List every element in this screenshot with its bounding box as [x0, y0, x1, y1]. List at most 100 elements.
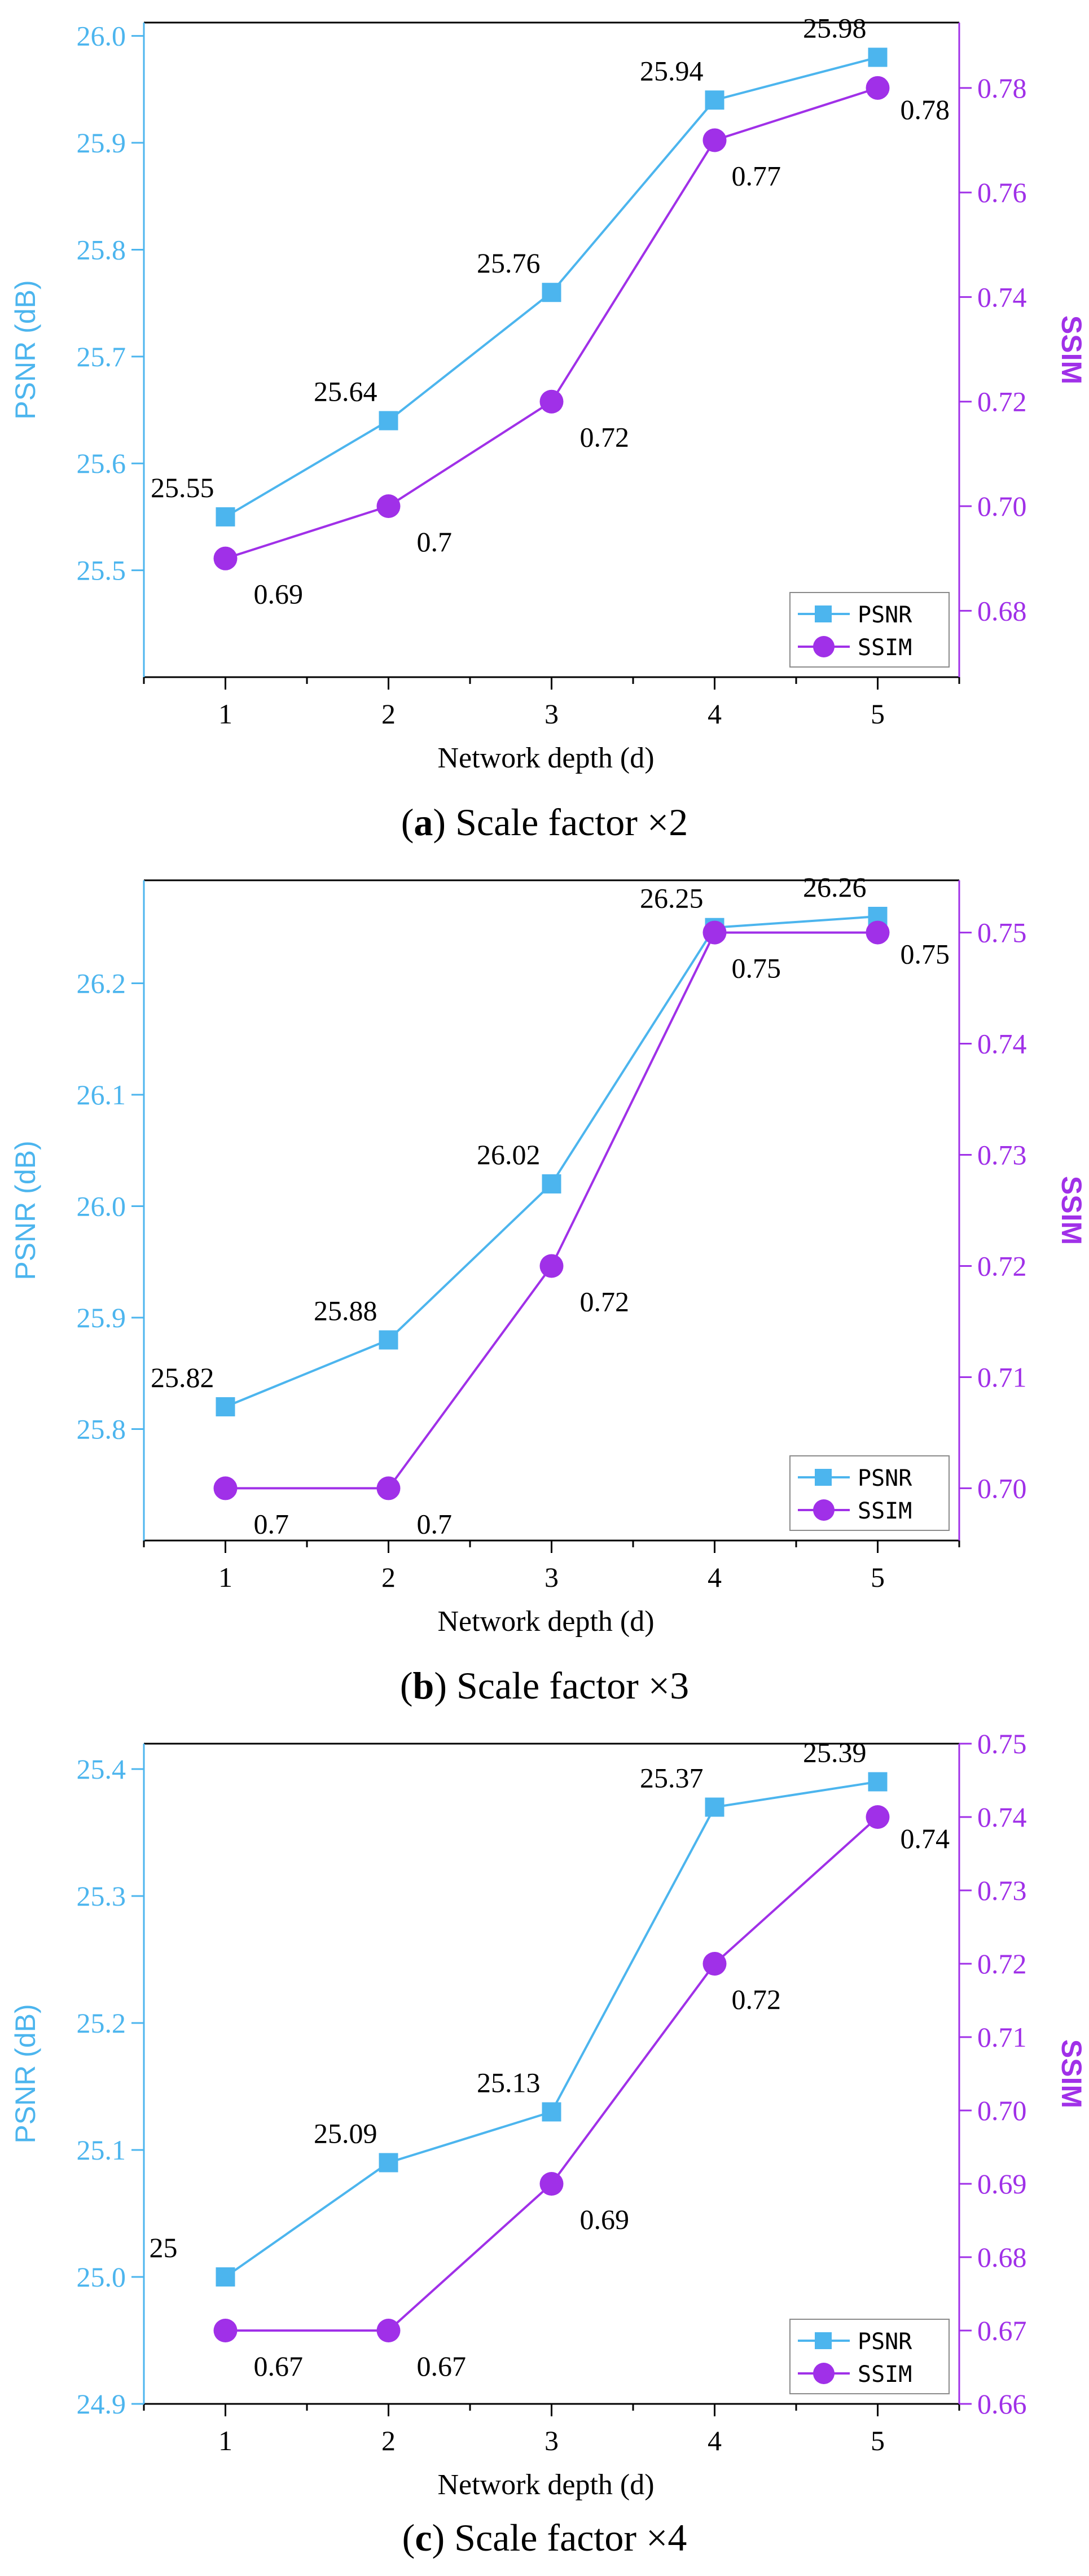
panel-1-x-tick-label: 1	[218, 698, 232, 730]
panel-3-psnr-point	[705, 1797, 724, 1817]
panel-1-psnr-point	[705, 90, 724, 110]
panel-2-y2-tick-label: 0.74	[977, 1028, 1027, 1060]
panel-1-y2-tick-label: 0.72	[977, 386, 1027, 418]
panel-2-legend-label: SSIM	[858, 1498, 912, 1524]
panel-3-x-tick-label: 4	[708, 2425, 722, 2456]
panel-2-ssim-data-label: 0.75	[732, 953, 781, 984]
panel-3-y-tick-label: 25.4	[77, 1753, 126, 1785]
panel-2-y-tick-label: 26.1	[77, 1079, 126, 1111]
panel-3-ssim-point	[376, 2319, 401, 2342]
panel-2-ssim-data-label: 0.7	[417, 1508, 453, 1539]
caption-c: (c) Scale factor ×4	[402, 2516, 687, 2559]
panel-1-y-tick-label: 25.9	[77, 127, 126, 159]
panel-2-x-tick-label: 4	[708, 1561, 722, 1593]
panel-3-y2-tick-label: 0.75	[977, 1728, 1027, 1759]
panel-1-psnr-data-label: 25.76	[477, 247, 541, 279]
panel-3-x-tick-label: 1	[218, 2425, 232, 2456]
panel-3-ssim-point	[702, 1952, 727, 1976]
panel-2-psnr-data-label: 25.82	[151, 1362, 214, 1393]
panel-2-y2-tick-label: 0.73	[977, 1139, 1027, 1171]
caption-a: (a) Scale factor ×2	[401, 801, 688, 844]
panel-2-ssim-point	[539, 1254, 564, 1278]
panel-2-x-axis-label: Network depth (d)	[437, 1605, 654, 1638]
panel-1-ssim-point	[702, 128, 727, 152]
panel-2-ssim-point	[702, 920, 727, 945]
panel-3-y-tick-label: 25.2	[77, 2007, 126, 2039]
panel-2-legend-label: PSNR	[858, 1465, 912, 1491]
panel-2-ssim-data-label: 0.72	[580, 1285, 630, 1317]
panel-1-y-tick-label: 25.8	[77, 234, 126, 265]
panel-1-psnr-data-label: 25.64	[314, 375, 377, 407]
panel-3-psnr-data-label: 25.13	[477, 2067, 541, 2099]
panel-3-y-tick-label: 24.9	[77, 2388, 126, 2420]
panel-1-ssim-point	[213, 546, 238, 571]
panel-3-ssim-data-label: 0.72	[732, 1983, 781, 2015]
panel-1-y2-tick-label: 0.76	[977, 177, 1027, 208]
panel-3-psnr-data-label: 25.39	[803, 1737, 867, 1768]
panel-3-x-tick-label: 2	[381, 2425, 396, 2456]
panel-3-ssim-data-label: 0.69	[580, 2204, 630, 2235]
panel-3-ssim-data-label: 0.67	[254, 2350, 304, 2382]
panel-2-x-tick-label: 3	[544, 1561, 559, 1593]
panel-3-y-tick-label: 25.0	[77, 2261, 126, 2293]
caption-a-letter: a	[414, 801, 433, 844]
panel-3-y2-tick-label: 0.73	[977, 1875, 1027, 1906]
panel-1-ssim-data-label: 0.72	[580, 422, 630, 453]
panel-3-y2-tick-label: 0.71	[977, 2021, 1027, 2053]
panel-3-y2-tick-label: 0.74	[977, 1801, 1027, 1833]
caption-b: (b) Scale factor ×3	[399, 1664, 690, 1707]
panel-1-ssim-data-label: 0.69	[254, 578, 304, 610]
panel-3-y-axis-label: PSNR (dB)	[10, 2004, 41, 2143]
panel-3-ssim-line	[225, 1816, 879, 2332]
panel-2-psnr-point	[379, 1330, 398, 1350]
caption-b-text: Scale factor ×3	[456, 1664, 690, 1707]
panel-2-y-tick-label: 25.9	[77, 1302, 126, 1333]
panel-2-x-tick-label: 1	[218, 1561, 232, 1593]
panel-3-y2-tick-label: 0.66	[977, 2388, 1027, 2420]
panel-2-y2-tick-label: 0.75	[977, 917, 1027, 949]
panel-1-ssim-data-label: 0.7	[417, 526, 453, 558]
panel-2-x-tick-label: 2	[381, 1561, 396, 1593]
panel-1-y-tick-label: 25.6	[77, 447, 126, 479]
caption-c-text: Scale factor ×4	[454, 2516, 687, 2559]
panel-1-legend-label: SSIM	[858, 635, 912, 661]
panel-2-psnr-data-label: 26.25	[640, 883, 704, 914]
panel-3-y2-axis-label: SSIM	[1056, 2039, 1087, 2108]
panel-1-psnr-point	[379, 411, 398, 431]
panel-1-psnr-data-label: 25.55	[151, 472, 214, 503]
panel-1-psnr-point	[868, 47, 888, 67]
panel-3-legend-ssim-marker	[813, 2363, 835, 2384]
panel-3-psnr-data-label: 25.09	[314, 2118, 377, 2149]
panel-2-ssim-point	[866, 920, 890, 945]
panel-2-legend-ssim-marker	[813, 1499, 835, 1521]
panel-3-legend-box	[789, 2319, 950, 2394]
caption-c-letter: c	[415, 2516, 432, 2559]
panel-2-legend-box	[789, 1455, 950, 1531]
panel-3-psnr-line	[225, 1780, 878, 2278]
caption-a-text: Scale factor ×2	[455, 801, 688, 844]
panel-2-ssim-point	[213, 1476, 238, 1500]
panel-2-psnr-point	[216, 1397, 235, 1416]
panel-1-y-tick-label: 25.7	[77, 341, 126, 372]
caption-b-letter: b	[412, 1664, 434, 1707]
panel-3-psnr-point	[868, 1772, 888, 1792]
panel-2-ssim-data-label: 0.7	[254, 1508, 289, 1539]
panel-2-psnr-data-label: 26.02	[477, 1139, 541, 1170]
panel-2-legend-psnr-marker	[815, 1469, 832, 1486]
panel-3-y2-tick-label: 0.67	[977, 2315, 1027, 2346]
panel-1-x-tick-label: 2	[381, 698, 396, 730]
panel-3-y2-tick-label: 0.68	[977, 2241, 1027, 2273]
panel-3-psnr-point	[216, 2267, 235, 2287]
panel-2-ssim-point	[376, 1476, 401, 1500]
panel-1-y2-tick-label: 0.78	[977, 72, 1027, 104]
panel-3-y-tick-label: 25.3	[77, 1880, 126, 1912]
panel-2-y2-tick-label: 0.72	[977, 1250, 1027, 1282]
panel-3-ssim-data-label: 0.67	[417, 2350, 467, 2382]
panel-2-psnr-point	[542, 1174, 561, 1193]
panel-3-y-tick-label: 25.1	[77, 2134, 126, 2166]
panel-2-x-tick-label: 5	[871, 1561, 885, 1593]
panel-2-ssim-line	[225, 931, 878, 1490]
panel-1-ssim-data-label: 0.78	[901, 94, 950, 125]
panel-1-ssim-point	[376, 494, 401, 519]
panel-1-legend-ssim-marker	[813, 636, 835, 657]
